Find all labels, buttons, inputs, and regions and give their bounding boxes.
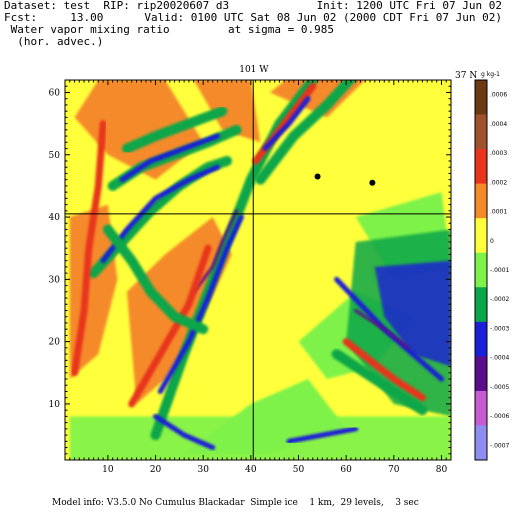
x-tick-label: 60 bbox=[340, 465, 352, 475]
plot-frame bbox=[64, 79, 452, 461]
field-band bbox=[342, 338, 426, 402]
field-region bbox=[69, 416, 451, 460]
valid-time: Valid: 0100 UTC Sat 08 Jun 02 (2000 CDT … bbox=[144, 11, 502, 24]
field-band bbox=[331, 349, 428, 416]
field-band bbox=[318, 0, 375, 5]
dataset-line: Dataset: test RIP: rip20020607 d3 bbox=[4, 0, 230, 12]
colorbar-label: .0004 bbox=[490, 121, 507, 128]
x-tick-label: 40 bbox=[245, 465, 257, 475]
colorbar-swatch bbox=[475, 287, 487, 323]
colorbar-label: -.0002 bbox=[490, 296, 510, 303]
colorbar-frame bbox=[474, 79, 488, 461]
y-tick-label: 60 bbox=[49, 88, 61, 98]
init-time: Init: 1200 UTC Fri 07 Jun 02 bbox=[316, 0, 502, 12]
field-band bbox=[128, 244, 212, 408]
colorbar-label: -.0007 bbox=[490, 442, 510, 449]
colorbar-swatch bbox=[475, 252, 487, 288]
reference-lines bbox=[65, 80, 451, 460]
field-name: Water vapor mixing ratio bbox=[4, 23, 170, 36]
colorbar: .0006 .0004 .0003 .0002 .0001 0 -.0001 -.0002 -.… bbox=[474, 79, 510, 461]
x-tick-label: 10 bbox=[102, 465, 114, 475]
x-tick-label: 50 bbox=[293, 465, 305, 475]
x-tick-label: 80 bbox=[436, 465, 448, 475]
colorbar-label: .0003 bbox=[490, 150, 507, 157]
colorbar-swatch bbox=[475, 356, 487, 392]
colorbar-swatch bbox=[475, 425, 487, 461]
field-band bbox=[102, 224, 209, 335]
mixing-ratio-field bbox=[65, 0, 451, 460]
field-band bbox=[322, 11, 441, 30]
colorbar-label: .0001 bbox=[490, 209, 507, 216]
latitude-label: 37 N bbox=[455, 71, 477, 81]
field-band bbox=[157, 214, 244, 394]
colorbar-swatch bbox=[475, 114, 487, 150]
colorbar-swatch bbox=[475, 183, 487, 219]
x-tick-label: 30 bbox=[197, 465, 209, 475]
colorbar-swatch bbox=[475, 321, 487, 357]
model-info: Model info: V3.5.0 No Cumulus Blackadar … bbox=[52, 498, 419, 508]
field-band bbox=[255, 80, 357, 185]
field-band bbox=[286, 426, 359, 444]
x-tick-label: 70 bbox=[388, 465, 400, 475]
longitude-label: 101 W bbox=[239, 65, 269, 75]
field-band bbox=[71, 120, 107, 377]
field-band bbox=[192, 209, 239, 294]
axes: 10 20 30 40 50 60 70 80 10 20 30 40 50 60 bbox=[49, 79, 452, 475]
y-tick-label: 10 bbox=[49, 400, 61, 410]
field-band bbox=[121, 106, 228, 154]
station-marker bbox=[369, 179, 376, 186]
colorbar-label: .0002 bbox=[490, 179, 507, 186]
colorbar-swatch bbox=[475, 218, 487, 254]
colorbar-label: -.0003 bbox=[490, 325, 510, 332]
colorbar-label: .0006 bbox=[490, 92, 507, 99]
field-band bbox=[354, 308, 410, 350]
station-markers bbox=[314, 173, 376, 186]
forecast-hour: Fcst: 13.00 bbox=[4, 11, 104, 24]
y-tick-label: 30 bbox=[49, 275, 61, 285]
sigma-level: at sigma = 0.985 bbox=[228, 23, 334, 36]
colorbar-label: -.0004 bbox=[490, 355, 510, 362]
station-marker bbox=[314, 173, 321, 180]
x-tick-label: 20 bbox=[150, 465, 162, 475]
field-region bbox=[374, 260, 451, 367]
y-tick-label: 40 bbox=[49, 213, 61, 223]
y-tick-label: 50 bbox=[49, 151, 61, 161]
advection-note: (hor. advec.) bbox=[4, 35, 104, 48]
colorbar-label: -.0001 bbox=[490, 267, 510, 274]
colorbar-unit: g kg-1 bbox=[481, 71, 500, 78]
field-band bbox=[262, 96, 311, 152]
colorbar-label: -.0006 bbox=[490, 413, 510, 420]
field-band bbox=[119, 133, 220, 183]
field-band bbox=[153, 413, 216, 451]
colorbar-swatch bbox=[475, 149, 487, 185]
colorbar-label: 0 bbox=[490, 238, 494, 245]
colorbar-label: -.0005 bbox=[490, 384, 510, 391]
y-tick-label: 20 bbox=[49, 338, 61, 348]
colorbar-swatch bbox=[475, 390, 487, 426]
field-band bbox=[351, 11, 437, 30]
colorbar-swatch bbox=[475, 80, 487, 116]
